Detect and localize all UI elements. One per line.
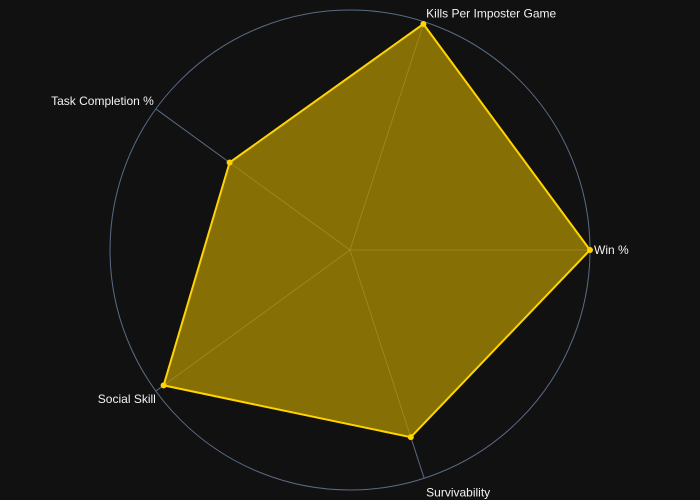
axis-label-2: Task Completion % xyxy=(51,94,154,108)
data-point-0 xyxy=(587,247,593,253)
axis-label-4: Survivability xyxy=(426,485,490,499)
inner-spoke-3 xyxy=(163,249,351,386)
data-point-1 xyxy=(420,21,427,28)
axis-label-0: Win % xyxy=(594,243,629,257)
axis-label-1: Kills Per Imposter Game xyxy=(426,7,556,21)
series-area-0 xyxy=(162,23,591,439)
data-point-2 xyxy=(226,159,233,166)
data-point-3 xyxy=(160,382,167,389)
inner-spoke-1 xyxy=(349,23,424,251)
inner-spoke-4 xyxy=(349,249,412,438)
inner-spoke-2 xyxy=(229,162,351,251)
data-point-4 xyxy=(407,434,414,441)
axis-label-3: Social Skill xyxy=(98,392,156,406)
